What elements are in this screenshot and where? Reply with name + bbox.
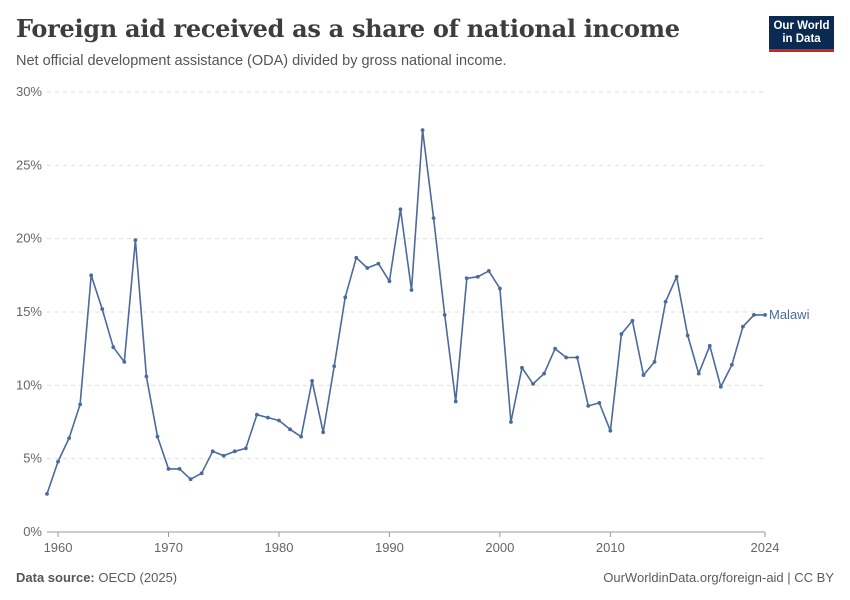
data-point[interactable] [243, 446, 248, 451]
data-point[interactable] [288, 427, 292, 432]
data-point[interactable] [56, 459, 60, 464]
y-tick-label: 10% [16, 377, 42, 392]
data-point[interactable] [409, 288, 414, 292]
data-point[interactable] [78, 402, 83, 407]
data-point[interactable] [398, 207, 403, 212]
data-point[interactable] [674, 274, 679, 279]
data-point[interactable] [45, 491, 49, 496]
chart-title: Foreign aid received as a share of natio… [16, 14, 680, 43]
data-point[interactable] [100, 307, 105, 311]
data-point[interactable] [718, 384, 723, 389]
data-point[interactable] [67, 436, 71, 441]
data-point[interactable] [144, 374, 149, 379]
data-point[interactable] [210, 449, 215, 454]
chart-subtitle: Net official development assistance (ODA… [16, 53, 507, 69]
y-tick-label: 25% [16, 157, 42, 172]
data-point[interactable] [387, 279, 392, 284]
data-point[interactable] [442, 313, 447, 317]
x-tick-label: 2024 [751, 540, 780, 555]
data-source-label: Data source: [16, 570, 95, 585]
data-point[interactable] [663, 299, 668, 304]
x-tick-label: 1980 [265, 540, 294, 555]
series-line-malawi [46, 129, 765, 495]
data-point[interactable] [420, 128, 425, 133]
data-point[interactable] [475, 274, 480, 279]
data-point[interactable] [619, 332, 624, 336]
y-axis-tick-labels: 0% 5% 10% 15% 20% 25% 30% [16, 84, 42, 539]
y-tick-label: 5% [23, 451, 42, 466]
data-point[interactable] [453, 399, 458, 404]
data-point[interactable] [520, 365, 524, 370]
data-point[interactable] [553, 346, 558, 351]
owid-logo[interactable]: Our World in Data [769, 16, 834, 52]
attribution-link[interactable]: OurWorldinData.org/foreign-aid | CC BY [603, 570, 834, 585]
data-point[interactable] [685, 333, 690, 338]
data-point[interactable] [486, 269, 491, 273]
data-point[interactable] [542, 371, 546, 376]
data-point[interactable] [343, 295, 348, 300]
data-point[interactable] [277, 418, 281, 423]
data-point[interactable] [564, 355, 569, 360]
x-tick-label: 2000 [485, 540, 514, 555]
data-point[interactable] [376, 261, 381, 266]
data-point[interactable] [586, 403, 591, 408]
data-point[interactable] [177, 467, 182, 471]
data-point[interactable] [111, 345, 116, 350]
x-tick-label: 1970 [154, 540, 183, 555]
data-point[interactable] [133, 238, 138, 243]
data-source: Data source: OECD (2025) [16, 570, 177, 585]
series-label: Malawi [769, 307, 810, 322]
data-point[interactable] [597, 401, 602, 405]
x-tick-label: 2010 [596, 540, 625, 555]
x-axis: 1960 1970 1980 1990 2000 2010 2024 [44, 532, 780, 555]
data-point[interactable] [464, 276, 469, 281]
data-point[interactable] [696, 371, 701, 376]
grid-lines [47, 91, 765, 533]
data-point[interactable] [365, 266, 370, 270]
series-layer: Malawi [45, 128, 810, 496]
data-point[interactable] [641, 373, 646, 377]
x-tick-label: 1960 [44, 540, 73, 555]
data-point[interactable] [332, 364, 337, 369]
data-point[interactable] [199, 471, 204, 476]
data-point[interactable] [752, 313, 756, 317]
y-tick-label: 20% [16, 231, 42, 246]
data-point[interactable] [299, 434, 303, 439]
x-tick-label: 1990 [375, 540, 404, 555]
data-point[interactable] [575, 355, 580, 360]
data-point[interactable] [741, 324, 745, 329]
data-point[interactable] [497, 286, 502, 291]
data-source-value: OECD (2025) [98, 570, 178, 585]
y-tick-label: 0% [23, 524, 42, 539]
data-point[interactable] [531, 381, 535, 386]
data-point[interactable] [188, 477, 193, 482]
data-point[interactable] [431, 216, 436, 221]
data-point[interactable] [652, 359, 657, 364]
data-point[interactable] [630, 318, 635, 323]
data-point[interactable] [321, 430, 326, 435]
logo-line-2: in Data [782, 32, 821, 45]
data-point[interactable] [221, 453, 226, 458]
data-point[interactable] [509, 420, 513, 424]
data-point[interactable] [266, 415, 270, 420]
data-point[interactable] [166, 467, 171, 471]
data-point[interactable] [89, 273, 94, 278]
data-point[interactable] [122, 359, 127, 364]
data-point[interactable] [232, 449, 237, 454]
y-tick-label: 30% [16, 84, 42, 99]
logo-line-1: Our World [773, 20, 830, 32]
data-point[interactable] [354, 255, 359, 260]
data-point[interactable] [608, 428, 613, 433]
data-point[interactable] [310, 379, 315, 383]
data-point[interactable] [155, 434, 160, 439]
data-point[interactable] [729, 362, 734, 367]
y-tick-label: 15% [16, 304, 42, 319]
data-point[interactable] [763, 313, 767, 317]
data-point[interactable] [254, 412, 259, 417]
data-point[interactable] [707, 343, 712, 348]
